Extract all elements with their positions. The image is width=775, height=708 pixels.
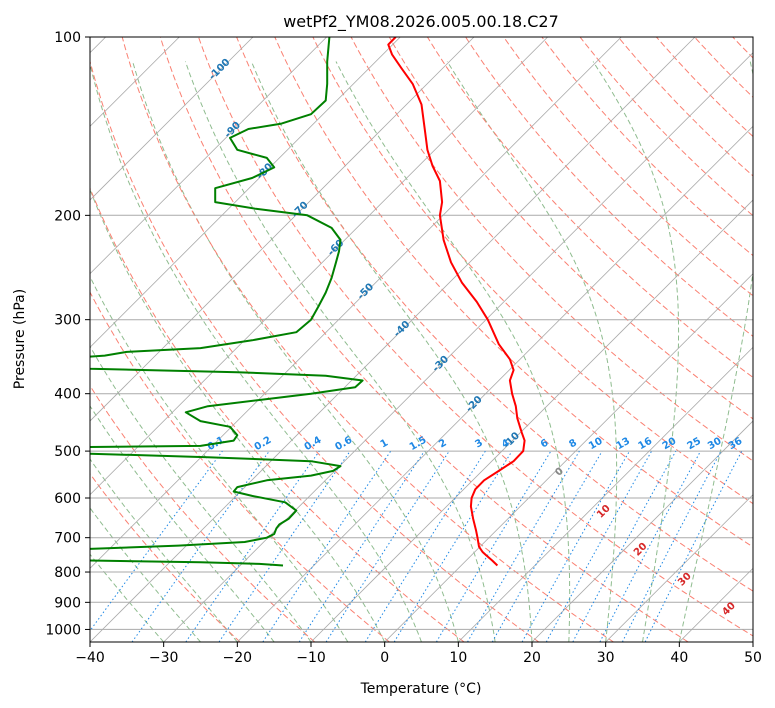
- y-axis-label: Pressure (hPa): [12, 289, 28, 389]
- x-tick-label: 20: [523, 650, 541, 666]
- chart-title: wetPf2_YM08.2026.005.00.18.C27: [283, 12, 559, 32]
- dry-adiabat: [90, 384, 316, 642]
- y-tick-label: 900: [54, 595, 81, 611]
- x-axis-label: Temperature (°C): [360, 681, 482, 697]
- mixing-ratio-line: [325, 450, 450, 642]
- y-tick-label: 700: [54, 531, 81, 547]
- dry-adiabat: [541, 37, 753, 257]
- isotherm: [237, 125, 753, 642]
- isotherm: [458, 346, 753, 642]
- dry-adiabat: [198, 37, 753, 637]
- dry-adiabat: [312, 37, 753, 505]
- dry-adiabat: [90, 472, 241, 642]
- y-tick-label: 100: [54, 30, 81, 46]
- mixing-ratio-line: [572, 450, 677, 642]
- x-tick-label: 40: [670, 650, 688, 666]
- mixing-ratio-line: [218, 450, 351, 642]
- y-tick-label: 400: [54, 387, 81, 403]
- isotherm: [384, 273, 753, 642]
- mixing-ratio-label: 3: [473, 437, 485, 450]
- mixing-ratio-label: 4: [500, 437, 512, 450]
- x-tick-label: −40: [75, 650, 105, 666]
- mixing-ratio-lines: [90, 450, 743, 642]
- dry-adiabat: [350, 37, 753, 462]
- moist-adiabat: [90, 275, 349, 642]
- temperature-line: [387, 37, 526, 567]
- mixing-ratio-line: [185, 450, 320, 642]
- sounding-series: [90, 37, 526, 567]
- moist-adiabat: [184, 61, 496, 642]
- dry-adiabat: [236, 37, 753, 592]
- x-tick-label: 10: [449, 650, 467, 666]
- moist-adiabat: [335, 61, 571, 642]
- mixing-ratio-line: [90, 450, 223, 632]
- pressure-gridlines: [90, 37, 753, 630]
- y-tick-label: 1000: [45, 622, 81, 638]
- x-tick-label: −30: [149, 650, 179, 666]
- isotherm: [163, 52, 753, 642]
- moist-adiabat: [90, 345, 312, 642]
- moist-adiabat: [90, 62, 422, 642]
- isotherm: [531, 420, 753, 642]
- moist-adiabat: [446, 61, 618, 642]
- dry-adiabat: [90, 186, 465, 642]
- isotherm: [310, 199, 753, 642]
- plot-frame: [89, 36, 754, 643]
- mixing-ratio-label: 1: [379, 437, 391, 450]
- moist-adiabat: [90, 188, 386, 642]
- dry-adiabat: [90, 291, 390, 642]
- dry-adiabats: [90, 37, 753, 642]
- dewpoint-line: [90, 37, 364, 567]
- x-axis: −40 −30 −20 −10 0 10 20 30 40 50: [75, 642, 762, 666]
- dry-adiabat: [90, 59, 540, 642]
- isotherm: [90, 37, 622, 569]
- y-tick-label: 600: [54, 491, 81, 507]
- isotherm: [90, 37, 327, 275]
- moist-adiabat: [250, 61, 533, 642]
- isotherm: [90, 37, 254, 201]
- isotherm: [90, 37, 696, 642]
- x-tick-label: 30: [597, 650, 615, 666]
- dry-adiabat: [579, 37, 753, 217]
- moist-adiabat: [678, 61, 753, 642]
- moist-adiabats: [90, 61, 753, 642]
- isotherms: [90, 37, 753, 642]
- y-tick-label: 500: [54, 444, 81, 460]
- mixing-ratio-line: [467, 450, 580, 642]
- moist-adiabat: [592, 61, 680, 642]
- isotherm: [605, 494, 753, 642]
- mixing-ratio-line: [521, 450, 630, 642]
- x-tick-label: 50: [744, 650, 762, 666]
- x-tick-label: −10: [296, 650, 326, 666]
- mixing-ratio-line: [131, 450, 270, 642]
- x-tick-label: 0: [380, 650, 389, 666]
- mixing-ratio-line: [545, 450, 653, 642]
- y-tick-label: 800: [54, 565, 81, 581]
- x-tick-label: −20: [223, 650, 253, 666]
- isotherm: [90, 37, 548, 496]
- mixing-ratio-line: [435, 450, 552, 642]
- y-tick-label: 200: [54, 208, 81, 224]
- dry-adiabat: [503, 37, 753, 297]
- mixing-ratio-label: 8: [567, 437, 579, 450]
- mixing-ratio-line: [491, 450, 603, 642]
- moist-adiabat: [132, 61, 459, 642]
- mixing-ratio-label: 6: [539, 437, 551, 450]
- isotherm: [90, 37, 475, 422]
- dry-adiabat: [159, 37, 689, 642]
- y-tick-label: 300: [54, 313, 81, 329]
- mixing-ratio-label: 2: [437, 437, 449, 450]
- isotherm: [90, 37, 401, 348]
- mixing-ratio-line: [393, 450, 513, 642]
- dry-adiabat: [121, 37, 614, 642]
- mixing-ratio-line: [364, 450, 486, 642]
- y-axis: 100 200 300 400 500 600 700 800 900 1000: [45, 30, 90, 638]
